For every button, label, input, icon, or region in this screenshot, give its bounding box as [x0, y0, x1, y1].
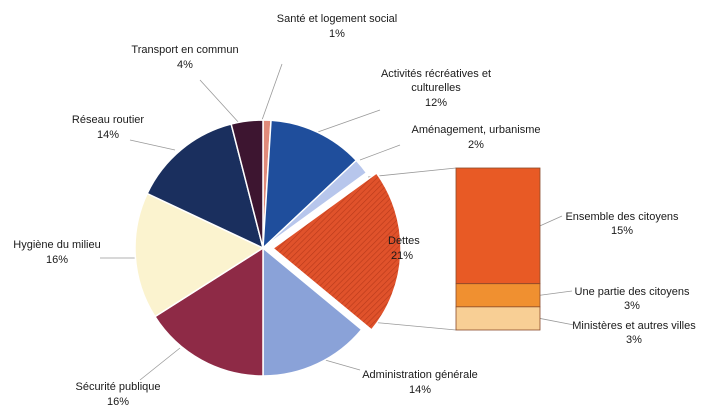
- connector-bottom: [369, 321, 457, 331]
- leader-reseau-routier: [129, 139, 176, 151]
- slice-administration-generale: [262, 246, 363, 377]
- breakdown-bar: [455, 167, 541, 331]
- leader-transport-en-commun: [199, 79, 241, 125]
- label-une-partie-des-citoyens: Une partie des citoyens: [575, 286, 690, 298]
- label-hygiene-du-milieu: Hygiène du milieu: [13, 239, 100, 251]
- slice-hygiene-du-milieu: [134, 192, 265, 318]
- value-label-administration-generale: 14%: [409, 384, 431, 396]
- slice-labels: Santé et logement social 1% Activités récr…: [13, 13, 696, 408]
- slice-amenagement-urbanisme: [262, 159, 368, 249]
- value-label-reseau-routier: 14%: [97, 129, 119, 141]
- bar-segment-ministeres-et-autres-villes: [455, 306, 541, 331]
- bar-segment-ensemble-des-citoyens: [455, 167, 541, 285]
- leader-ensemble-des-citoyens: [539, 215, 563, 227]
- leader-activites-recreatives-et-culturelles: [314, 109, 381, 134]
- value-label-dettes: 21%: [391, 250, 413, 262]
- label-dettes: Dettes: [388, 235, 420, 247]
- leader-ministeres-et-autres-villes: [539, 318, 575, 326]
- value-label-amenagement-urbanisme: 2%: [468, 139, 484, 151]
- label-reseau-routier: Réseau routier: [72, 114, 144, 126]
- slice-activites-recreatives-et-culturelles: [262, 119, 358, 250]
- slice-transport-en-commun: [230, 119, 264, 249]
- leader-une-partie-des-citoyens: [539, 290, 573, 296]
- value-label-activites-recreatives-et-culturelles: 12%: [425, 97, 447, 109]
- label-administration-generale: Administration générale: [362, 369, 478, 381]
- leader-securite-publique: [139, 347, 181, 381]
- value-label-hygiene-du-milieu: 16%: [46, 254, 68, 266]
- leader-lines: [100, 63, 575, 381]
- connector-top: [367, 167, 457, 178]
- pie-slices: [134, 119, 402, 377]
- leader-amenagement-urbanisme: [359, 144, 401, 161]
- value-label-ministeres-et-autres-villes: 3%: [626, 334, 642, 346]
- label-amenagement-urbanisme: Aménagement, urbanisme: [411, 124, 540, 136]
- label-activites-recreatives-et-culturelles: Activités récréatives et: [381, 68, 491, 80]
- value-label-transport-en-commun: 4%: [177, 59, 193, 71]
- label-ensemble-des-citoyens: Ensemble des citoyens: [565, 211, 679, 223]
- value-label-sante-et-logement-social: 1%: [329, 28, 345, 40]
- label-sante-et-logement-social: Santé et logement social: [277, 13, 397, 25]
- label-securite-publique: Sécurité publique: [75, 381, 160, 393]
- label-transport-en-commun: Transport en commun: [131, 44, 238, 56]
- label-ministeres-et-autres-villes: Ministères et autres villes: [572, 320, 696, 332]
- bar-segment-une-partie-des-citoyens: [455, 283, 541, 308]
- value-label-une-partie-des-citoyens: 3%: [624, 300, 640, 312]
- value-label-ensemble-des-citoyens: 15%: [611, 225, 633, 237]
- leader-sante-et-logement-social: [261, 63, 283, 121]
- slice-securite-publique: [153, 246, 264, 377]
- label-activites-recreatives-et-culturelles: culturelles: [411, 82, 461, 94]
- slice-reseau-routier: [146, 123, 265, 250]
- slice-dettes: [271, 172, 402, 331]
- value-label-securite-publique: 16%: [107, 396, 129, 408]
- leader-administration-generale: [324, 359, 361, 371]
